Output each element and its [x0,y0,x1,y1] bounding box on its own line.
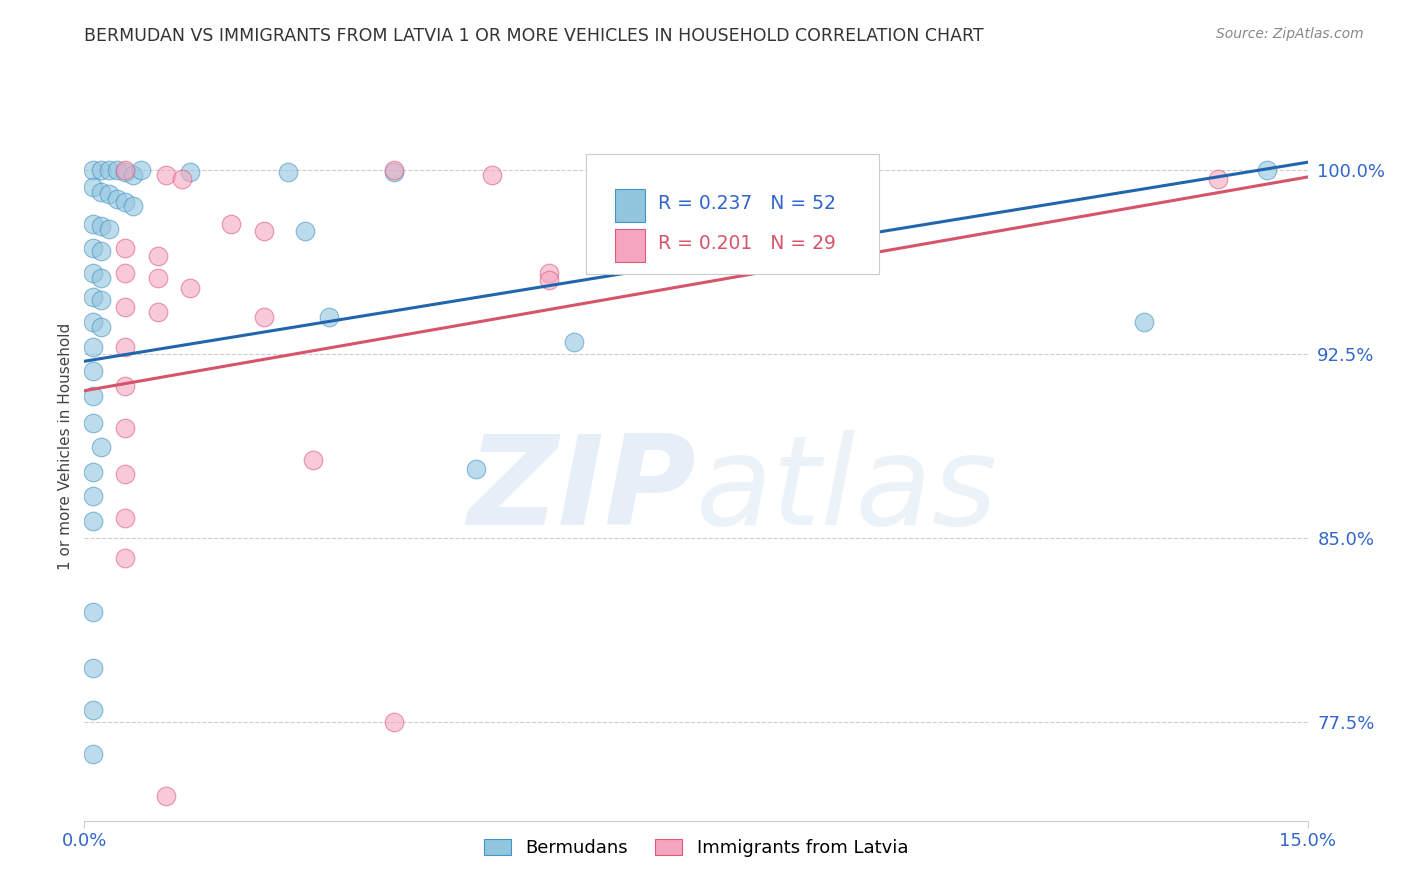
Point [538,273,561,287]
Point [114,379,136,393]
Point [301,452,323,467]
Point [105,192,128,206]
Point [538,266,561,280]
Point [318,310,340,324]
Point [114,420,136,434]
Point [277,165,299,179]
Point [114,162,136,177]
Point [155,168,177,182]
Text: Source: ZipAtlas.com: Source: ZipAtlas.com [1216,27,1364,41]
Point [114,241,136,255]
Point [97,187,120,202]
Point [82,162,104,177]
FancyBboxPatch shape [616,189,644,222]
Point [114,550,136,565]
Point [1206,172,1229,186]
Text: BERMUDAN VS IMMIGRANTS FROM LATVIA 1 OR MORE VEHICLES IN HOUSEHOLD CORRELATION C: BERMUDAN VS IMMIGRANTS FROM LATVIA 1 OR … [84,27,984,45]
Point [122,199,145,213]
Point [82,241,104,255]
Point [155,830,177,845]
Y-axis label: 1 or more Vehicles in Household: 1 or more Vehicles in Household [58,322,73,570]
Point [146,305,169,319]
Point [382,715,405,730]
Point [82,747,104,762]
Point [155,789,177,803]
Point [146,270,169,285]
Point [82,339,104,353]
Point [1133,315,1156,329]
Point [146,249,169,263]
Point [82,364,104,378]
Point [90,293,112,307]
Point [82,465,104,479]
Point [82,703,104,717]
Legend: Bermudans, Immigrants from Latvia: Bermudans, Immigrants from Latvia [477,831,915,864]
Point [90,219,112,234]
Text: R = 0.201   N = 29: R = 0.201 N = 29 [658,235,837,253]
FancyBboxPatch shape [586,153,880,274]
Point [90,440,112,454]
FancyBboxPatch shape [616,228,644,261]
Point [82,315,104,329]
Point [114,266,136,280]
Point [90,244,112,258]
Point [464,462,486,476]
Point [90,319,112,334]
Point [114,194,136,209]
Point [562,334,585,349]
Point [131,162,153,177]
Point [82,489,104,503]
Point [82,290,104,304]
Point [97,162,120,177]
Point [1256,162,1278,177]
Point [114,511,136,525]
Point [90,270,112,285]
Point [114,339,136,353]
Point [82,514,104,528]
Point [179,280,201,294]
Point [219,217,242,231]
Point [90,162,112,177]
Point [82,661,104,675]
Point [114,300,136,314]
Text: R = 0.237   N = 52: R = 0.237 N = 52 [658,194,837,213]
Point [122,168,145,182]
Point [253,310,276,324]
Point [82,605,104,619]
Point [82,266,104,280]
Point [382,162,405,177]
Point [294,224,316,238]
Point [114,467,136,482]
Point [82,416,104,430]
Point [253,224,276,238]
Point [105,162,128,177]
Point [179,165,201,179]
Point [382,165,405,179]
Point [481,168,503,182]
Point [172,172,194,186]
Point [90,185,112,199]
Point [82,217,104,231]
Text: ZIP: ZIP [467,431,696,551]
Point [97,221,120,235]
Point [82,179,104,194]
Point [114,165,136,179]
Point [82,389,104,403]
Text: atlas: atlas [696,431,998,551]
